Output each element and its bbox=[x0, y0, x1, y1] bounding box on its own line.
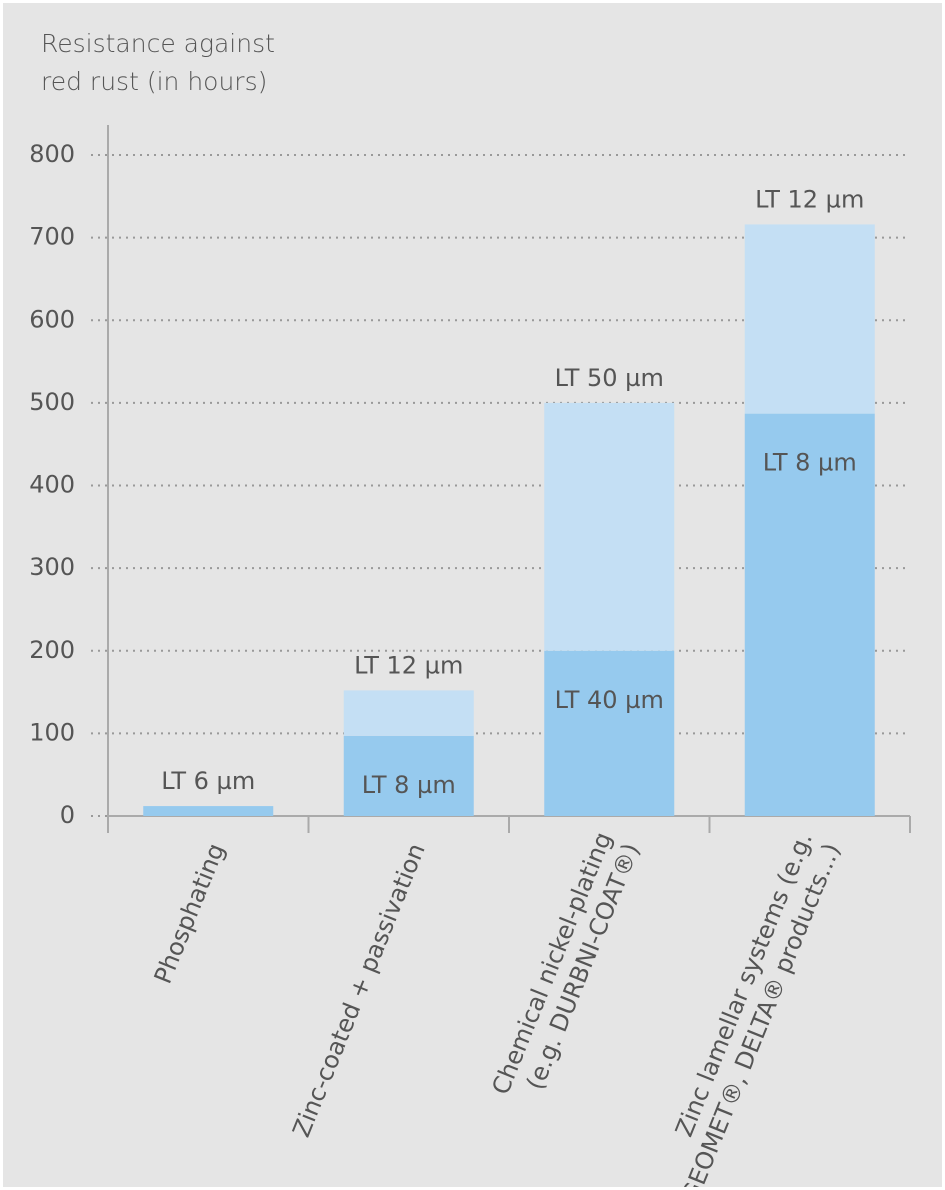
y-axis-title: Resistance against red rust (in hours) bbox=[41, 29, 275, 96]
y-tick-label: 500 bbox=[29, 388, 75, 416]
x-tick-label: Zinc-coated + passivation bbox=[287, 839, 431, 1141]
x-tick-label-line: GEOMET®, DELTA® products...) bbox=[676, 839, 846, 1187]
bar-segment bbox=[343, 690, 474, 736]
bar-segment bbox=[343, 735, 474, 816]
x-tick-label-line: Phosphating bbox=[149, 839, 231, 987]
segment-label: LT 12 µm bbox=[354, 651, 463, 679]
x-tick-label-group: Chemical nickel-plating(e.g. DURBNI-COAT… bbox=[487, 828, 646, 1110]
bar-segment bbox=[744, 224, 875, 414]
x-tick-label-group: Zinc lamellar systems (e.g.GEOMET®, DELT… bbox=[648, 828, 846, 1187]
x-tick-label-group: Zinc-coated + passivation bbox=[287, 839, 431, 1141]
y-tick-label: 600 bbox=[29, 305, 75, 333]
x-tick-label: Chemical nickel-plating(e.g. DURBNI-COAT… bbox=[487, 828, 646, 1110]
plot: 0 100 200 300 400 500 600 700 800 LT 6 µm Phosphat… bbox=[29, 125, 911, 1187]
segment-label: LT 40 µm bbox=[555, 686, 664, 714]
y-tick-label: 200 bbox=[29, 636, 75, 664]
y-tick-label: 100 bbox=[29, 718, 75, 746]
x-tick-label-group: Phosphating bbox=[149, 839, 231, 987]
y-tick-label: 800 bbox=[29, 140, 75, 168]
y-tick-label: 0 bbox=[60, 801, 75, 829]
x-tick-label: Zinc lamellar systems (e.g.GEOMET®, DELT… bbox=[648, 828, 846, 1187]
bar-segment bbox=[143, 806, 274, 816]
x-tick-label-line: Zinc-coated + passivation bbox=[287, 839, 431, 1141]
segment-label: LT 12 µm bbox=[755, 185, 864, 213]
bar-segment bbox=[544, 402, 675, 651]
bar-segment bbox=[544, 650, 675, 816]
segment-label: LT 8 µm bbox=[362, 771, 456, 799]
y-tick-label: 400 bbox=[29, 471, 75, 499]
x-tick-label: Phosphating bbox=[149, 839, 231, 987]
segment-label: LT 6 µm bbox=[161, 767, 255, 795]
segment-label: LT 50 µm bbox=[555, 364, 664, 392]
segment-label: LT 8 µm bbox=[763, 449, 857, 477]
y-tick-label: 700 bbox=[29, 223, 75, 251]
bar-segment bbox=[744, 413, 875, 816]
y-tick-label: 300 bbox=[29, 553, 75, 581]
